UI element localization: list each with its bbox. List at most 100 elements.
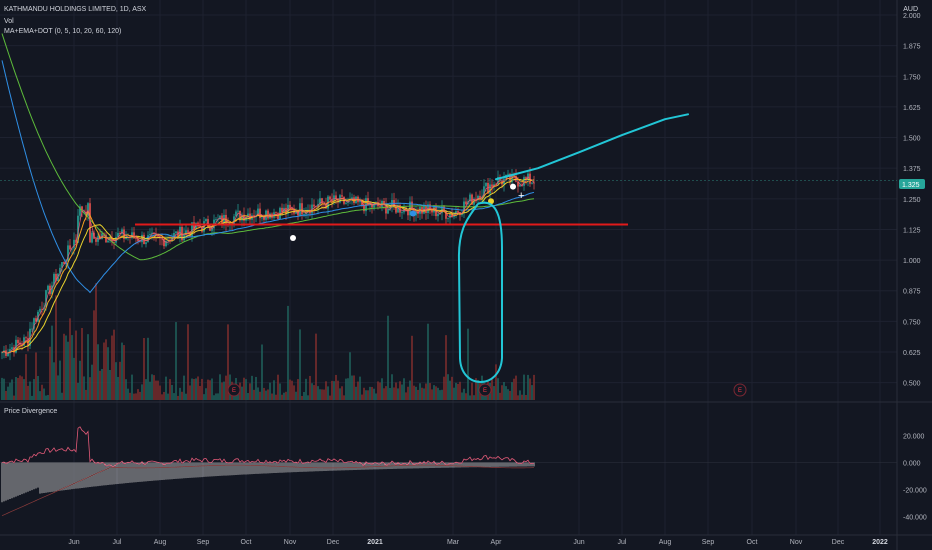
- volume-bar: [173, 393, 175, 400]
- candle-body: [7, 353, 9, 356]
- candle-body: [51, 285, 53, 295]
- volume-bar: [287, 305, 289, 400]
- volume-bar: [341, 386, 343, 400]
- candle-body: [319, 198, 321, 205]
- candle-body: [45, 290, 47, 308]
- candle-body: [87, 203, 89, 216]
- volume-bar: [369, 386, 371, 400]
- candle-body: [443, 206, 445, 212]
- volume-bar: [93, 310, 95, 400]
- candle-body: [139, 241, 141, 243]
- volume-bar: [203, 394, 205, 400]
- volume-bar: [123, 345, 125, 400]
- candle-body: [247, 213, 249, 217]
- volume-bar: [361, 394, 363, 400]
- volume-bar: [3, 378, 5, 400]
- volume-bar: [99, 370, 101, 400]
- candle-body: [353, 197, 355, 204]
- volume-bar: [155, 380, 157, 400]
- candle-body: [475, 198, 477, 200]
- volume-bar: [117, 376, 119, 400]
- volume-bar: [265, 390, 267, 400]
- volume-bar: [499, 392, 501, 400]
- earnings-marker-label: E: [738, 388, 742, 394]
- candle-body: [41, 308, 43, 310]
- volume-bar: [345, 378, 347, 400]
- dot-marker: [290, 235, 296, 242]
- candle-body: [379, 206, 381, 208]
- volume-bar: [37, 376, 39, 400]
- volume-bar: [161, 394, 163, 400]
- volume-bar: [339, 388, 341, 400]
- volume-bar: [297, 379, 299, 400]
- volume-bar: [141, 384, 143, 400]
- volume-bar: [247, 393, 249, 400]
- volume-bar: [111, 335, 113, 400]
- volume-bar: [143, 337, 145, 400]
- volume-bar: [183, 375, 185, 400]
- volume-bar: [43, 388, 45, 400]
- price-tick-label: 1.625: [903, 105, 921, 112]
- volume-bar: [23, 379, 25, 400]
- volume-bar: [401, 384, 403, 400]
- volume-bar: [415, 386, 417, 400]
- volume-bar: [13, 395, 15, 400]
- volume-bar: [75, 330, 77, 400]
- candle-body: [329, 196, 331, 200]
- volume-bar: [71, 335, 73, 400]
- volume-bar: [515, 375, 517, 400]
- candle-body: [507, 173, 509, 175]
- volume-bar: [225, 375, 227, 400]
- candle-body: [69, 245, 71, 250]
- volume-bar: [79, 360, 81, 400]
- volume-bar: [211, 378, 213, 400]
- volume-bar: [119, 361, 121, 400]
- volume-bar: [153, 375, 155, 400]
- candle-body: [351, 197, 353, 200]
- volume-bar: [291, 380, 293, 400]
- volume-bar: [467, 328, 469, 400]
- candle-body: [243, 214, 245, 221]
- candle-body: [25, 337, 27, 339]
- volume-bar: [419, 383, 421, 400]
- volume-bar: [157, 380, 159, 400]
- earnings-marker-label: E: [483, 388, 487, 394]
- price-tick-label: 1.500: [903, 136, 921, 143]
- ma-blue-line: [1, 60, 535, 294]
- volume-bar: [293, 385, 295, 400]
- candle-body: [325, 204, 327, 209]
- volume-bar: [255, 376, 257, 400]
- price-tick-label: 1.750: [903, 74, 921, 81]
- candle-body: [395, 205, 397, 213]
- earnings-marker: [478, 383, 492, 397]
- candle-body: [389, 207, 391, 209]
- price-tick-label: 0.750: [903, 319, 921, 326]
- candle-body: [39, 308, 41, 312]
- candle-body: [517, 181, 519, 187]
- volume-bar: [299, 329, 301, 400]
- volume-bar: [429, 383, 431, 400]
- volume-bar: [357, 381, 359, 400]
- candle-body: [481, 196, 483, 200]
- last-price-value: 1.325: [902, 182, 920, 189]
- candle-body: [491, 184, 493, 187]
- volume-bar: [151, 374, 153, 400]
- volume-bar: [443, 376, 445, 400]
- volume-bar: [397, 388, 399, 400]
- volume-bar: [279, 383, 281, 400]
- volume-bar: [201, 378, 203, 400]
- candle-body: [383, 200, 385, 204]
- highlight-oval: [457, 201, 503, 383]
- volume-bar: [377, 381, 379, 400]
- volume-bar: [121, 342, 123, 400]
- moving-average-lines: +: [1, 33, 535, 354]
- volume-bar: [421, 387, 423, 400]
- volume-bar: [25, 354, 27, 400]
- volume-bar: [423, 388, 425, 400]
- candle-body: [149, 234, 151, 236]
- volume-bar: [329, 395, 331, 400]
- volume-bar: [273, 380, 275, 400]
- volume-bar: [349, 352, 351, 400]
- volume-bar: [243, 377, 245, 400]
